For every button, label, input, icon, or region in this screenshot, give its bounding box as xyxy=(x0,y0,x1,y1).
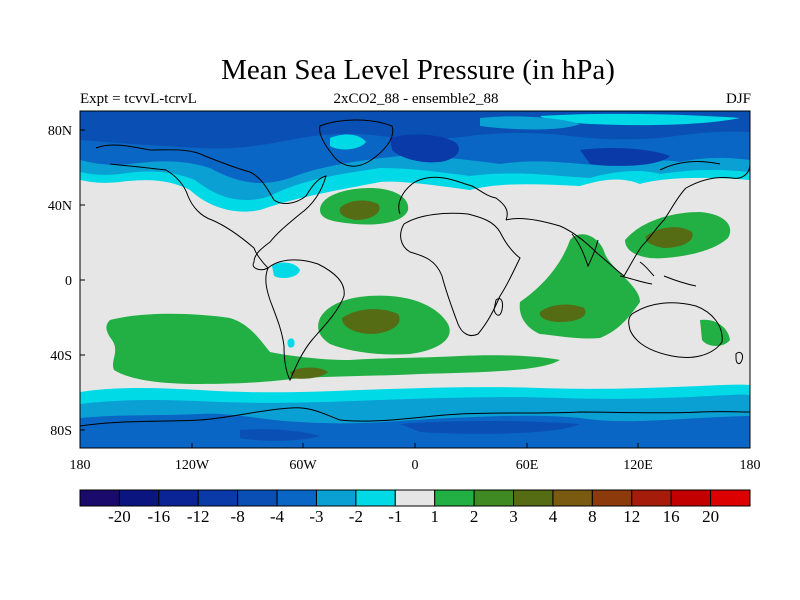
coastlines xyxy=(80,119,750,427)
colorbar-label: -12 xyxy=(187,507,210,526)
x-tick-label: 180 xyxy=(70,458,91,473)
tropical-cyan-patch xyxy=(272,262,300,278)
india-coast xyxy=(571,233,599,268)
arctic-cyan-patch-2 xyxy=(540,113,740,126)
colorbar-label: 12 xyxy=(623,507,640,526)
colorbar-swatch xyxy=(591,489,633,507)
west-pacific-center xyxy=(645,227,693,248)
colorbar: -20 -16 -12 -8 -4 -3 -2 -1 1 2 3 4 8 12 16 20 xyxy=(79,489,751,526)
southern-dark-blue-patch xyxy=(400,421,580,434)
y-tick-label: 80S xyxy=(50,424,72,439)
australia-coast xyxy=(628,302,723,358)
colorbar-label: -4 xyxy=(270,507,285,526)
colorbar-swatch xyxy=(670,489,712,507)
madagascar-coast xyxy=(493,297,503,316)
colorbar-swatch xyxy=(197,489,239,507)
x-tick-label: 60E xyxy=(516,458,539,473)
arctic-light-patch xyxy=(480,116,580,130)
colorbar-swatch xyxy=(315,489,357,507)
south-pacific-positive-2 xyxy=(226,359,300,378)
x-tick-label: 180 xyxy=(740,458,761,473)
colorbar-swatch xyxy=(710,489,751,507)
colorbar-label: -1 xyxy=(388,507,402,526)
asia-coast xyxy=(505,161,750,277)
x-tick-label: 120W xyxy=(175,458,210,473)
y-tick-label: 0 xyxy=(65,274,72,289)
colorbar-swatch xyxy=(473,489,515,507)
colorbar-swatch xyxy=(79,489,120,507)
colorbar-label: -8 xyxy=(231,507,245,526)
colorbar-label: -20 xyxy=(108,507,131,526)
chart-title: Mean Sea Level Pressure (in hPa) xyxy=(221,54,615,86)
arctic-navy-patch-1 xyxy=(390,134,460,163)
north-atlantic-center xyxy=(339,200,380,220)
y-tick-label: 80N xyxy=(48,124,72,139)
colorbar-swatch xyxy=(158,489,199,507)
arctic-navy-patch-2 xyxy=(580,148,670,166)
europe-coast xyxy=(398,176,508,221)
colorbar-swatch xyxy=(513,489,554,507)
south-pacific-positive xyxy=(106,313,560,384)
indian-ocean-center xyxy=(539,304,586,322)
colorbar-label: 2 xyxy=(470,507,479,526)
colorbar-label: 16 xyxy=(663,507,680,526)
colorbar-label: -16 xyxy=(147,507,170,526)
southern-blue-band xyxy=(80,413,750,448)
colorbar-swatch xyxy=(355,489,396,507)
greenland-coast xyxy=(319,119,394,167)
south-america-coast xyxy=(265,259,345,382)
north-america-coast xyxy=(95,144,327,271)
colorbar-label: 8 xyxy=(588,507,597,526)
new-zealand-coast xyxy=(735,351,743,365)
colorbar-label: 1 xyxy=(430,507,439,526)
colorbar-swatch xyxy=(237,489,278,507)
y-tick-label: 40N xyxy=(48,199,72,214)
colorbar-swatch xyxy=(552,489,593,507)
x-tick-label: 0 xyxy=(412,458,419,473)
south-america-cyan-patch xyxy=(287,338,295,348)
x-tick-label: 60W xyxy=(289,458,317,473)
axis-ticks xyxy=(79,129,751,448)
y-tick-label: 40S xyxy=(50,349,72,364)
colorbar-label: 4 xyxy=(549,507,558,526)
colorbar-swatch xyxy=(434,489,475,507)
x-tick-label: 120E xyxy=(623,458,653,473)
south-atlantic-center xyxy=(342,309,400,334)
colorbar-label: -2 xyxy=(349,507,363,526)
pressure-field xyxy=(80,111,750,448)
colorbar-label: 20 xyxy=(702,507,719,526)
antarctica-coast xyxy=(80,407,750,427)
south-pacific-center xyxy=(290,367,328,379)
colorbar-label: -3 xyxy=(309,507,323,526)
colorbar-swatch xyxy=(631,489,672,507)
experiment-label: Expt = tcvvL-tcrvL xyxy=(80,91,197,107)
colorbar-swatch xyxy=(394,489,436,507)
colorbar-swatch xyxy=(276,489,317,507)
colorbar-label: 3 xyxy=(509,507,518,526)
africa-coast xyxy=(400,212,521,337)
southern-dark-blue-patch-2 xyxy=(240,429,320,441)
season-label: DJF xyxy=(725,91,751,107)
southeast-asia-islands xyxy=(619,261,697,287)
arctic-cyan-patch-1 xyxy=(330,134,366,150)
ensemble-label: 2xCO2_88 - ensemble2_88 xyxy=(333,91,499,107)
colorbar-swatch xyxy=(118,489,160,507)
